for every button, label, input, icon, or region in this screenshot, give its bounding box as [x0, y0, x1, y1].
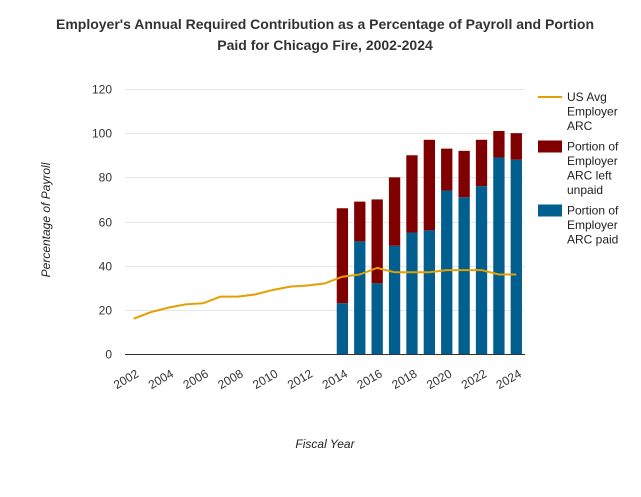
bar-portion-of-employer-arc-left-unpaid-2014	[336, 208, 349, 304]
chart-title-line-2: Paid for Chicago Fire, 2002-2024	[217, 37, 433, 53]
x-tick-label-2014: 2014	[320, 366, 350, 392]
chart-title-line-1: Employer's Annual Required Contribution …	[56, 16, 594, 32]
bar-portion-of-employer-arc-left-unpaid-2015	[354, 201, 366, 242]
bar-portion-of-employer-arc-paid-2017	[388, 245, 401, 354]
bar-portion-of-employer-arc-paid-2015	[354, 241, 366, 354]
bar-portion-of-employer-arc-paid-2019	[423, 230, 435, 354]
bar-portion-of-employer-arc-left-unpaid-2019	[423, 139, 435, 231]
legend-label-portion-of-employer-arc-paid: Portion of Employer ARC paid	[567, 204, 619, 247]
y-tick-label-40: 40	[99, 260, 113, 274]
bar-portion-of-employer-arc-paid-2018	[406, 232, 418, 354]
x-tick-label-2020: 2020	[424, 366, 454, 392]
y-tick-label-100: 100	[92, 127, 112, 141]
y-tick-label-20: 20	[99, 304, 113, 318]
x-tick-label-2018: 2018	[389, 366, 419, 392]
bar-portion-of-employer-arc-left-unpaid-2017	[388, 177, 401, 246]
bar-portion-of-employer-arc-left-unpaid-2018	[406, 155, 418, 233]
legend-label-portion-of-employer-arc-left-unpaid: Portion of Employer ARC left unpaid	[567, 140, 619, 198]
bar-portion-of-employer-arc-left-unpaid-2024	[510, 133, 522, 160]
bar-portion-of-employer-arc-left-unpaid-2020	[441, 148, 453, 191]
bar-portion-of-employer-arc-left-unpaid-2021	[458, 150, 470, 198]
x-tick-label-2008: 2008	[215, 366, 245, 392]
y-tick-label-0: 0	[105, 348, 112, 362]
legend-swatch-portion-of-employer-arc-paid	[538, 204, 562, 217]
x-tick-label-2012: 2012	[285, 366, 315, 392]
line-us-avg-employer-arc	[133, 266, 517, 320]
bar-portion-of-employer-arc-left-unpaid-2022	[475, 139, 488, 187]
gridlines	[125, 89, 525, 311]
bar-portion-of-employer-arc-paid-2023	[493, 157, 505, 354]
bar-portion-of-employer-arc-paid-2014	[336, 303, 349, 354]
x-tick-label-2024: 2024	[494, 366, 524, 392]
x-tick-label-2002: 2002	[111, 366, 141, 392]
y-tick-label-120: 120	[92, 83, 112, 97]
x-tick-label-2004: 2004	[146, 366, 176, 392]
x-tick-label-2010: 2010	[250, 366, 280, 392]
legend-label-us-avg-employer-arc: US Avg Employer ARC	[567, 90, 618, 133]
x-tick-label-2006: 2006	[181, 366, 211, 392]
bar-portion-of-employer-arc-paid-2021	[458, 197, 470, 354]
bar-series	[336, 130, 522, 354]
bar-portion-of-employer-arc-left-unpaid-2016	[371, 199, 383, 284]
bar-portion-of-employer-arc-left-unpaid-2023	[493, 130, 505, 158]
y-axis-label: Percentage of Payroll	[39, 162, 53, 277]
x-axis-label: Fiscal Year	[295, 437, 355, 451]
legend-swatch-portion-of-employer-arc-left-unpaid	[538, 140, 562, 153]
x-tick-label-2022: 2022	[459, 366, 489, 392]
legend: US Avg Employer ARC Portion of Employer ARC l…	[538, 90, 619, 247]
bar-portion-of-employer-arc-paid-2020	[441, 190, 453, 354]
bar-portion-of-employer-arc-paid-2016	[371, 283, 383, 354]
x-tick-label-2016: 2016	[355, 366, 385, 392]
x-axis-ticks: 2002 2004 2006 2008 2010 2012 2014 2016 2018 2020…	[111, 366, 524, 392]
y-tick-label-60: 60	[99, 216, 113, 230]
y-axis-ticks: 0 20 40 60 80 100 120	[92, 83, 112, 362]
bar-portion-of-employer-arc-paid-2024	[510, 159, 522, 354]
line-series	[133, 266, 517, 320]
y-tick-label-80: 80	[99, 171, 113, 185]
